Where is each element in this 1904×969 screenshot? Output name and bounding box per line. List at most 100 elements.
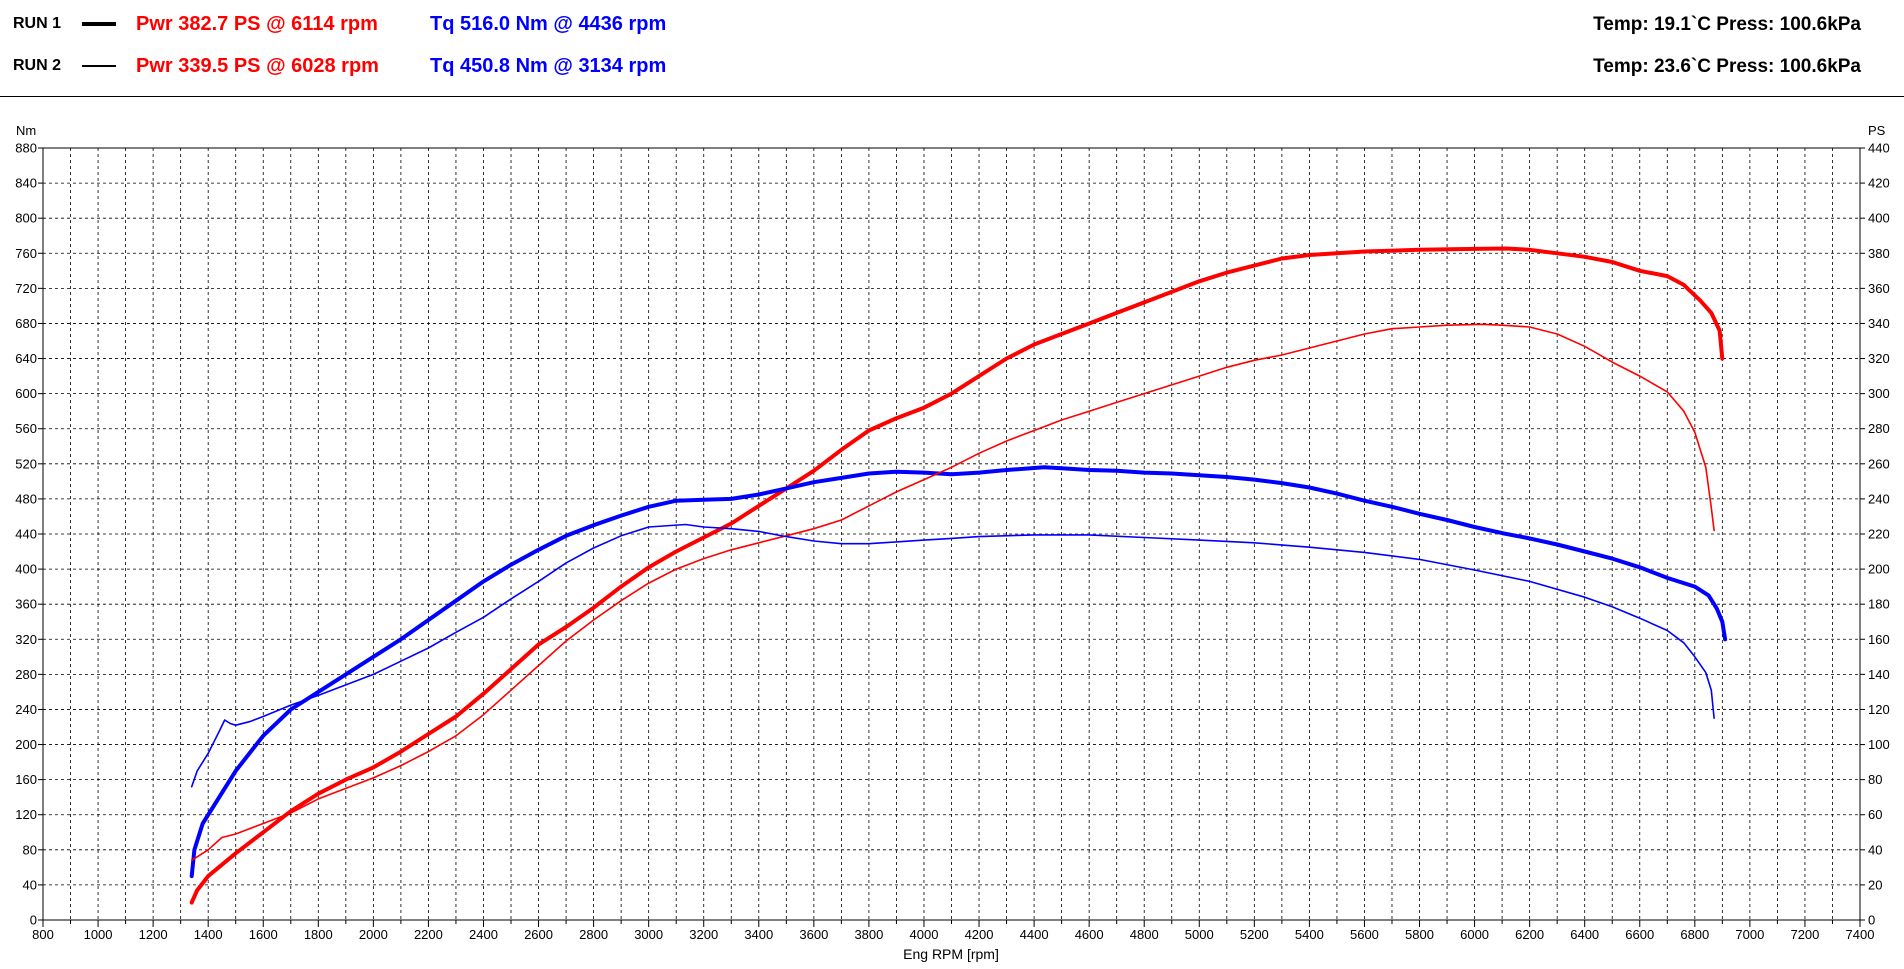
y-left-tick-label: 680 — [15, 316, 37, 331]
x-tick-label: 800 — [32, 927, 54, 942]
y-left-tick-label: 560 — [15, 421, 37, 436]
run2-power-peak: Pwr 339.5 PS @ 6028 rpm — [136, 55, 379, 77]
run2-torque-peak: Tq 450.8 Nm @ 3134 rpm — [430, 55, 667, 77]
y-left-tick-label: 480 — [15, 491, 37, 506]
y-left-tick-label: 240 — [15, 702, 37, 717]
x-tick-label: 6200 — [1515, 927, 1544, 942]
y-right-tick-label: 240 — [1868, 491, 1890, 506]
run2-label: RUN 2 — [13, 57, 62, 74]
y-left-tick-label: 600 — [15, 386, 37, 401]
run1-torque-peak: Tq 516.0 Nm @ 4436 rpm — [430, 13, 667, 35]
x-tick-label: 5200 — [1240, 927, 1269, 942]
y-right-tick-label: 300 — [1868, 386, 1890, 401]
x-tick-label: 7000 — [1735, 927, 1764, 942]
y-axis-right-title: PS — [1868, 123, 1886, 138]
x-tick-label: 1600 — [249, 927, 278, 942]
y-right-tick-label: 60 — [1868, 807, 1882, 822]
x-tick-label: 5600 — [1350, 927, 1379, 942]
x-tick-label: 1400 — [194, 927, 223, 942]
y-right-tick-label: 40 — [1868, 842, 1882, 857]
axes: 800 1000 1200 1400 1600 1800 2000 2200 2400 2600 2… — [15, 141, 1889, 943]
x-tick-label: 6400 — [1570, 927, 1599, 942]
curves — [189, 246, 1728, 905]
y-left-tick-label: 120 — [15, 807, 37, 822]
y-right-tick-label: 440 — [1868, 141, 1890, 156]
y-left-tick-label: 760 — [15, 246, 37, 261]
y-left-tick-label: 520 — [15, 456, 37, 471]
y-left-tick-label: 640 — [15, 351, 37, 366]
x-tick-label: 5000 — [1185, 927, 1214, 942]
run1-line-swatch — [82, 22, 116, 26]
y-right-tick-label: 360 — [1868, 281, 1890, 296]
x-tick-label: 7400 — [1846, 927, 1875, 942]
y-right-tick-label: 120 — [1868, 702, 1890, 717]
y-left-tick-label: 320 — [15, 632, 37, 647]
y-right-tick-label: 220 — [1868, 527, 1890, 542]
y-left-tick-label: 40 — [23, 877, 37, 892]
y-right-tick-label: 180 — [1868, 597, 1890, 612]
x-tick-label: 4200 — [965, 927, 994, 942]
x-tick-label: 3200 — [689, 927, 718, 942]
y-left-tick-label: 200 — [15, 737, 37, 752]
y-left-tick-label: 360 — [15, 597, 37, 612]
y-left-tick-label: 720 — [15, 281, 37, 296]
y-right-tick-label: 80 — [1868, 772, 1882, 787]
x-tick-label: 3400 — [744, 927, 773, 942]
y-left-tick-label: 400 — [15, 562, 37, 577]
x-tick-label: 3000 — [634, 927, 663, 942]
y-axis-left-title: Nm — [16, 123, 36, 138]
run1-label: RUN 1 — [13, 15, 62, 32]
y-right-tick-label: 200 — [1868, 562, 1890, 577]
run1-ambient-conditions: Temp: 19.1`C Press: 100.6kPa — [1593, 14, 1861, 35]
run2-ambient-conditions: Temp: 23.6`C Press: 100.6kPa — [1593, 56, 1861, 77]
y-right-tick-label: 260 — [1868, 456, 1890, 471]
header-divider — [0, 96, 1904, 97]
x-tick-label: 1000 — [84, 927, 113, 942]
run2-power-curve — [190, 323, 1715, 862]
y-right-tick-label: 280 — [1868, 421, 1890, 436]
y-right-tick-label: 140 — [1868, 667, 1890, 682]
y-left-tick-label: 80 — [23, 842, 37, 857]
x-tick-label: 6800 — [1680, 927, 1709, 942]
run1-power-peak: Pwr 382.7 PS @ 6114 rpm — [136, 13, 378, 35]
y-right-tick-label: 400 — [1868, 211, 1890, 226]
y-right-tick-label: 420 — [1868, 176, 1890, 191]
run1-power-curve — [189, 246, 1725, 905]
x-tick-label: 4400 — [1020, 927, 1049, 942]
x-tick-label: 5400 — [1295, 927, 1324, 942]
y-right-tick-label: 320 — [1868, 351, 1890, 366]
x-tick-label: 4600 — [1075, 927, 1104, 942]
x-tick-label: 3600 — [799, 927, 828, 942]
y-left-tick-label: 0 — [30, 913, 37, 928]
x-tick-label: 2800 — [579, 927, 608, 942]
x-tick-label: 2200 — [414, 927, 443, 942]
grid — [43, 148, 1860, 920]
x-tick-label: 4000 — [910, 927, 939, 942]
x-tick-label: 3800 — [854, 927, 883, 942]
x-tick-label: 5800 — [1405, 927, 1434, 942]
run2-line-swatch — [82, 65, 116, 67]
x-tick-label: 2400 — [469, 927, 498, 942]
x-tick-label: 1200 — [139, 927, 168, 942]
y-right-tick-label: 380 — [1868, 246, 1890, 261]
y-right-tick-label: 20 — [1868, 877, 1882, 892]
run2-torque-curve — [190, 523, 1715, 788]
run-summary-header: RUN 1 Pwr 382.7 PS @ 6114 rpm Tq 516.0 N… — [0, 0, 1904, 97]
run1-torque-curve — [189, 465, 1728, 879]
y-right-tick-label: 0 — [1868, 913, 1875, 928]
y-left-tick-label: 160 — [15, 772, 37, 787]
x-tick-label: 6600 — [1625, 927, 1654, 942]
y-left-tick-label: 880 — [15, 141, 37, 156]
x-tick-label: 2600 — [524, 927, 553, 942]
x-tick-label: 1800 — [304, 927, 333, 942]
y-right-tick-label: 160 — [1868, 632, 1890, 647]
y-left-tick-label: 840 — [15, 176, 37, 191]
y-left-tick-label: 440 — [15, 527, 37, 542]
x-tick-label: 6000 — [1460, 927, 1489, 942]
y-left-tick-label: 800 — [15, 211, 37, 226]
x-tick-label: 2000 — [359, 927, 388, 942]
y-left-tick-label: 280 — [15, 667, 37, 682]
y-right-tick-label: 100 — [1868, 737, 1890, 752]
dyno-chart: 800 1000 1200 1400 1600 1800 2000 2200 2400 2600 2… — [15, 123, 1889, 962]
x-tick-label: 4800 — [1130, 927, 1159, 942]
